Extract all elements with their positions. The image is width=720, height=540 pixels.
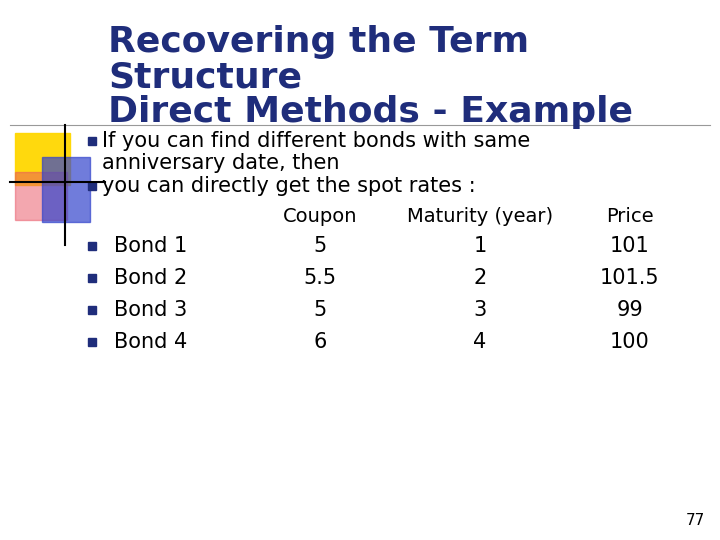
Bar [88,338,96,346]
Bar [88,274,96,282]
Text: you can directly get the spot rates :: you can directly get the spot rates : [102,176,476,196]
Text: 99: 99 [616,300,644,320]
Text: Recovering the Term: Recovering the Term [108,25,529,59]
Text: Bond 2: Bond 2 [114,268,187,288]
Text: Bond 1: Bond 1 [114,236,187,256]
Text: 1: 1 [473,236,487,256]
Text: Price: Price [606,207,654,226]
FancyBboxPatch shape [42,157,90,222]
Bar [88,137,96,145]
Text: 5: 5 [313,300,327,320]
Text: Direct Methods - Example: Direct Methods - Example [108,95,633,129]
Text: 6: 6 [313,332,327,352]
Text: Structure: Structure [108,60,302,94]
Bar [88,242,96,250]
Text: 101: 101 [610,236,650,256]
Text: 5.5: 5.5 [303,268,336,288]
FancyBboxPatch shape [15,133,70,185]
Text: 101.5: 101.5 [600,268,660,288]
Text: Bond 4: Bond 4 [114,332,187,352]
Text: If you can find different bonds with same: If you can find different bonds with sam… [102,131,530,151]
Text: 100: 100 [610,332,650,352]
Text: 77: 77 [685,513,705,528]
Text: Coupon: Coupon [283,207,357,226]
Text: 4: 4 [473,332,487,352]
Bar [88,306,96,314]
FancyBboxPatch shape [15,172,67,220]
Text: 5: 5 [313,236,327,256]
Text: anniversary date, then: anniversary date, then [102,153,340,173]
Text: 2: 2 [473,268,487,288]
Text: Maturity (year): Maturity (year) [407,207,553,226]
Text: 3: 3 [473,300,487,320]
Bar [88,182,96,190]
Text: Bond 3: Bond 3 [114,300,187,320]
